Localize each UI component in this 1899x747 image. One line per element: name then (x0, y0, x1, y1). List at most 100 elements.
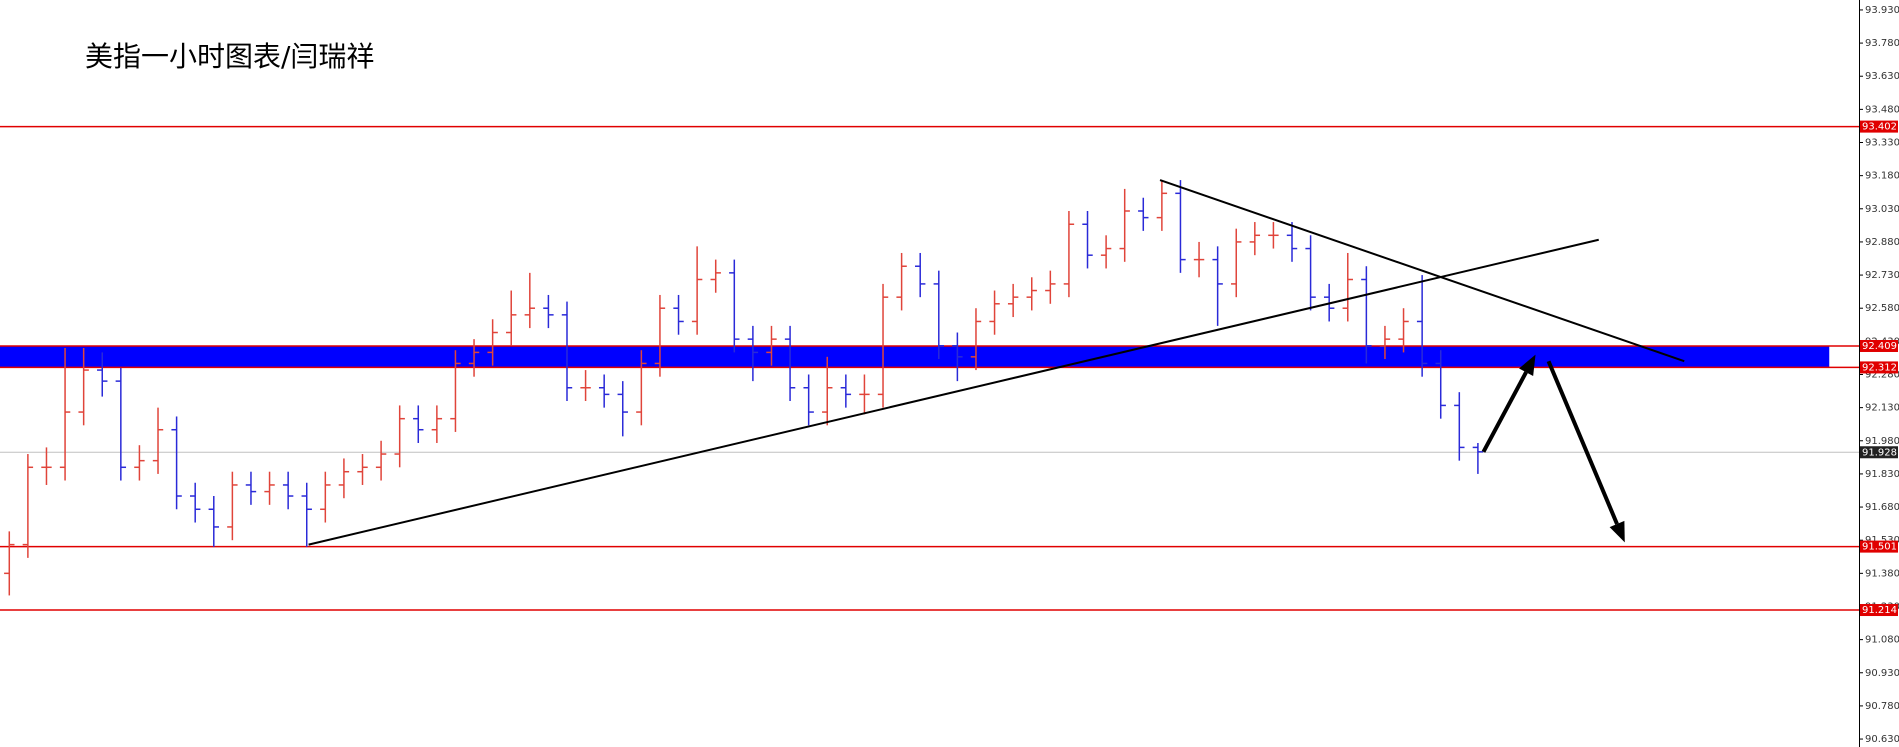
ohlc-bar (78, 347, 89, 426)
trendline (308, 238, 1599, 546)
current-price-label-box (1860, 446, 1898, 459)
ohlc-bar (1398, 308, 1409, 353)
ohlc-bar (784, 325, 796, 402)
ohlc-bar (468, 339, 480, 377)
ohlc-bar (1379, 325, 1391, 360)
ohlc-bar (1286, 222, 1298, 262)
ohlc-bar (970, 308, 982, 371)
ohlc-bar (1119, 188, 1130, 262)
ohlc-bar (1342, 252, 1353, 322)
ohlc-bar (561, 301, 573, 402)
ohlc-bar (1082, 210, 1093, 269)
level-label: 93.402 (1862, 122, 1897, 133)
ohlc-bar (357, 454, 368, 485)
ohlc-bar (115, 367, 127, 481)
ohlc-bar (41, 447, 52, 485)
level-label-box (1860, 339, 1898, 352)
y-tick-label: 92.280 (1865, 369, 1899, 380)
chart-title: 美指一小时图表/闫瑞祥 (85, 40, 374, 73)
y-tick-label: 91.830 (1865, 469, 1899, 480)
ohlc-bar (598, 374, 610, 408)
ohlc-bar (1045, 270, 1056, 304)
ohlc-bar (896, 252, 907, 311)
ohlc-bar (1305, 235, 1316, 311)
ohlc-bar (543, 294, 554, 329)
ohlc-bar (822, 356, 833, 426)
arrow-head (1609, 520, 1625, 543)
level-label-box (1860, 540, 1898, 553)
ohlc-bar (747, 325, 759, 382)
y-tick-label: 91.380 (1865, 568, 1899, 579)
ohlc-bar (580, 370, 591, 402)
y-tick-label: 93.480 (1865, 104, 1899, 115)
ohlc-bar (524, 272, 536, 329)
zone (0, 345, 1830, 368)
ohlc-bar (654, 294, 666, 377)
ohlc-bar (1063, 210, 1075, 298)
ohlc-bar (989, 290, 1000, 335)
level-label: 91.501 (1862, 542, 1897, 553)
ohlc-bar (1156, 180, 1168, 231)
ohlc-bar (933, 270, 945, 360)
arrow (1546, 360, 1619, 525)
level-label-box (1860, 120, 1898, 133)
level-label: 92.409 (1862, 341, 1897, 352)
ohlc-bar (208, 496, 219, 547)
ohlc-bar (636, 350, 647, 426)
ohlc-bar (1416, 275, 1428, 377)
ohlc-bar (1231, 228, 1242, 298)
ohlc-bar (673, 294, 684, 335)
ohlc-bar (97, 352, 108, 397)
ohlc-bar (375, 440, 387, 481)
ohlc-bar (1138, 197, 1149, 231)
ohlc-bar (1007, 283, 1019, 318)
y-tick-label: 92.130 (1865, 403, 1899, 414)
level-label: 91.214 (1862, 605, 1897, 616)
ohlc-bar (413, 405, 424, 443)
y-tick-label: 91.680 (1865, 502, 1899, 513)
ohlc-bar (171, 416, 182, 510)
ohlc-bar (227, 471, 238, 541)
ohlc-bar (338, 458, 350, 499)
y-tick-label: 90.780 (1865, 701, 1899, 712)
ohlc-bar (691, 246, 703, 335)
ohlc-bar (1435, 350, 1446, 419)
ohlc-bar (803, 374, 814, 426)
ohlc-bar (1212, 246, 1223, 326)
ohlc-bar (1454, 392, 1465, 461)
ohlc-bar (1268, 222, 1279, 249)
ohlc-bar (840, 374, 852, 408)
y-tick-label: 93.630 (1865, 71, 1899, 82)
y-tick-label: 93.930 (1865, 5, 1899, 16)
ohlc-bar (22, 454, 34, 558)
ohlc-bar (301, 482, 312, 547)
ohlc-bar (4, 531, 15, 596)
ohlc-bar (245, 471, 257, 505)
ohlc-bar (450, 350, 461, 432)
ohlc-bar (1249, 222, 1261, 256)
ohlc-bar (152, 407, 164, 474)
ohlc-bar (1026, 277, 1037, 311)
ohlc-bar (766, 325, 777, 366)
current-price-label: 91.928 (1862, 447, 1897, 458)
y-tick-label: 93.780 (1865, 38, 1899, 49)
ohlc-bar (134, 445, 145, 481)
ohlc-bar (487, 319, 498, 366)
ohlc-bar (264, 471, 275, 505)
arrow-head (1519, 354, 1536, 377)
ohlc-bar (431, 405, 443, 443)
y-tick-label: 92.580 (1865, 303, 1899, 314)
y-tick-label: 92.880 (1865, 237, 1899, 248)
y-tick-label: 92.730 (1865, 270, 1899, 281)
ohlc-bar (877, 283, 889, 408)
ohlc-bar (859, 374, 870, 415)
y-tick-label: 91.080 (1865, 635, 1899, 646)
ohlc-bar (710, 259, 721, 293)
arrow (1481, 371, 1528, 453)
ohlc-bar (506, 290, 517, 346)
y-tick-label: 90.630 (1865, 734, 1899, 745)
ohlc-bar (1100, 235, 1112, 269)
